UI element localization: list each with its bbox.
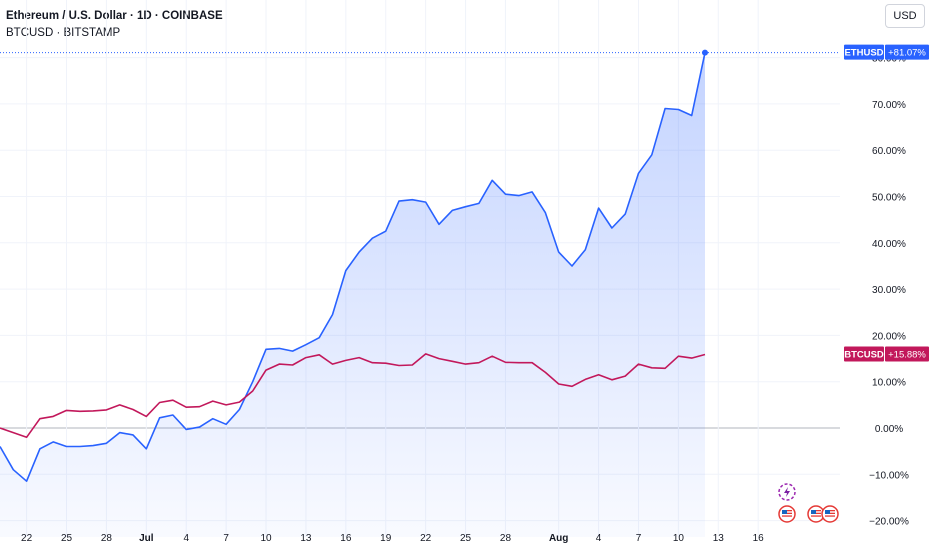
last-value-labels: ETHUSD +81.07% BTCUSD +15.88% [844, 44, 929, 362]
series-last-value-label: +81.07% [888, 48, 926, 59]
x-tick-label: 25 [61, 533, 73, 544]
x-axis: 22 25 28 Jul 4 7 10 13 16 19 22 25 28 Aug 4 7 10 13 16 [21, 533, 764, 544]
btcusd-line[interactable] [0, 353, 706, 439]
y-tick-label: 20.00% [872, 331, 906, 342]
x-tick-label: Jul [139, 533, 154, 544]
value-badge [885, 44, 929, 60]
y-tick-label: 30.00% [872, 285, 906, 296]
y-tick-label: 50.00% [872, 193, 906, 204]
us-flag-icon[interactable] [821, 505, 839, 523]
eth-area-fill [0, 52, 705, 537]
y-tick-label: −20.00% [869, 517, 909, 528]
x-tick-label: 10 [673, 533, 685, 544]
x-tick-label: 4 [596, 533, 602, 544]
x-tick-label: 4 [183, 533, 189, 544]
series-name-label: ETHUSD [844, 48, 883, 59]
ethusd-line[interactable] [0, 52, 706, 482]
x-tick-label: 7 [636, 533, 642, 544]
y-tick-label: 10.00% [872, 378, 906, 389]
y-tick-label: −10.00% [869, 470, 909, 481]
series-lines [0, 49, 840, 482]
x-tick-label: 28 [101, 533, 113, 544]
x-tick-label: Aug [549, 533, 568, 544]
x-tick-label: 10 [260, 533, 272, 544]
symbol-badge [844, 346, 884, 362]
y-tick-label: 60.00% [872, 146, 906, 157]
currency-button[interactable]: USD [885, 4, 925, 28]
chart-header: Ethereum / U.S. Dollar · 1D · COINBASE B… [6, 8, 223, 42]
x-tick-label: 13 [300, 533, 312, 544]
x-tick-label: 16 [753, 533, 765, 544]
lightning-event-icon[interactable] [778, 483, 796, 501]
event-icons[interactable] [778, 483, 839, 523]
symbol-title[interactable]: Ethereum / U.S. Dollar · 1D · COINBASE [6, 10, 223, 22]
x-tick-label: 16 [340, 533, 352, 544]
y-axis: 80.00%70.00%60.00%50.00%40.00%30.00%20.0… [869, 54, 909, 528]
compare-symbol-label[interactable]: BTCUSD · BITSTAMP [6, 27, 121, 39]
x-tick-label: 7 [223, 533, 229, 544]
ethusd-last-value-badge: ETHUSD +81.07% [844, 44, 929, 60]
x-tick-label: 25 [460, 533, 472, 544]
x-tick-label: 13 [713, 533, 725, 544]
symbol-badge [844, 44, 884, 60]
series-last-value-label: +15.88% [888, 349, 926, 360]
series-name-label: BTCUSD [844, 349, 884, 360]
btcusd-last-value-badge: BTCUSD +15.88% [844, 346, 929, 362]
x-tick-label: 19 [380, 533, 392, 544]
x-tick-label: 22 [420, 533, 432, 544]
y-tick-label: 40.00% [872, 239, 906, 250]
x-tick-label: 22 [21, 533, 33, 544]
x-tick-label: 28 [500, 533, 512, 544]
y-tick-label: 0.00% [875, 424, 903, 435]
eth-area [0, 52, 705, 537]
y-tick-label: 70.00% [872, 100, 906, 111]
us-flag-icon[interactable] [778, 505, 796, 523]
value-badge [885, 346, 929, 362]
